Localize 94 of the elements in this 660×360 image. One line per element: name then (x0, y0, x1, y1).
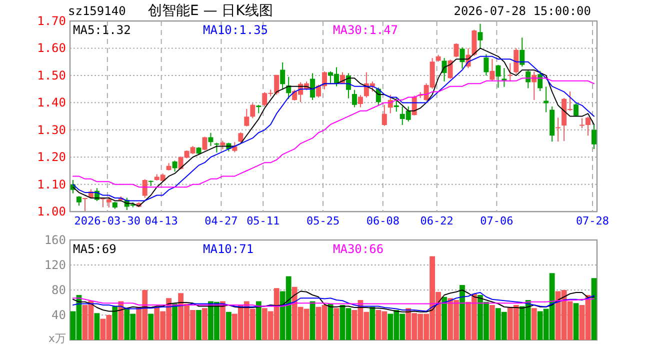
y-tick-label: 1.20 (37, 150, 66, 164)
x-tick-label: 04-13 (144, 214, 178, 228)
x-tick-label: 05-25 (306, 214, 340, 228)
bar (118, 301, 124, 340)
bar (220, 301, 226, 340)
y-tick-label: 1.70 (37, 14, 66, 28)
candlestick (382, 104, 387, 126)
candlestick (490, 58, 495, 81)
x-tick-label: 2026-03-30 (74, 214, 141, 228)
text: MA10:1.35 (203, 23, 268, 37)
y-tick-label: 1.10 (37, 177, 66, 192)
candlestick (322, 71, 328, 90)
bar (202, 308, 208, 340)
candlestick (556, 118, 561, 142)
text: sz159140 (68, 4, 126, 18)
candlestick (220, 140, 226, 150)
y-tick-label: 1.40 (37, 96, 66, 110)
candlestick (280, 62, 286, 90)
y-tick-label: 1.00 (37, 204, 66, 219)
candlestick (448, 60, 453, 79)
bar (94, 313, 100, 340)
y-tick-label: 80 (52, 283, 66, 297)
y-tick-label: 1.60 (37, 41, 66, 56)
candlestick (544, 86, 549, 112)
candlestick (202, 136, 208, 150)
candlestick (352, 90, 357, 108)
candlestick (550, 106, 555, 142)
candlestick (256, 104, 262, 114)
bar (442, 296, 447, 340)
x-tick-label: 07-06 (480, 214, 514, 228)
bar (531, 308, 537, 340)
y-tick-label: 1.30 (37, 122, 66, 137)
candlestick (316, 84, 322, 98)
bar (573, 303, 579, 340)
x-tick-label: 06-22 (420, 214, 454, 228)
bar (112, 306, 118, 340)
candlestick (310, 73, 316, 100)
candlestick (358, 95, 363, 108)
bar (226, 312, 232, 340)
candlestick (274, 74, 280, 95)
candlestick (112, 202, 118, 209)
y-tick-label: 160 (44, 233, 66, 247)
bar (172, 304, 178, 340)
x-tick-label: 07-28 (576, 214, 610, 228)
candlestick (526, 70, 531, 88)
candlestick (454, 43, 459, 58)
text: MA10:71 (203, 242, 254, 256)
candlestick (148, 180, 154, 186)
x-tick-label: 05-11 (246, 214, 280, 228)
candlestick (478, 24, 483, 49)
candlestick (436, 54, 441, 62)
bar (460, 285, 465, 340)
text: MA5:1.32 (73, 23, 131, 37)
candlestick (496, 64, 501, 88)
candlestick (238, 132, 244, 142)
bar (256, 301, 262, 340)
candlestick (208, 132, 214, 146)
candlestick (82, 198, 88, 212)
text: MA5:69 (73, 242, 116, 256)
y-tick-label: 1.50 (37, 68, 66, 82)
text: MA30:1.47 (333, 23, 398, 37)
text: MA30:66 (333, 242, 384, 256)
candlestick (172, 160, 178, 172)
line-series (72, 78, 595, 188)
bar (196, 310, 202, 340)
x-tick-label: 04-27 (204, 214, 238, 228)
candlestick (520, 38, 525, 66)
candlestick (484, 54, 489, 76)
x-tick-label: 06-08 (366, 214, 400, 228)
y-tick-label: 40 (52, 308, 66, 322)
chart-title: 创智能E — 日K线图 (148, 3, 273, 19)
line-series (72, 298, 595, 307)
bar (370, 306, 376, 340)
candlestick (76, 196, 82, 206)
y-tick-label: 120 (44, 258, 66, 272)
bar (490, 305, 495, 340)
bar (334, 308, 340, 340)
chart-subtitle: 2026-07-28 15:00:00 (454, 4, 591, 18)
bar (148, 314, 154, 340)
candlestick (166, 163, 172, 170)
bar (591, 278, 597, 340)
candlestick (196, 147, 202, 155)
candlestick (574, 103, 579, 117)
candlestick (142, 179, 148, 198)
candlestick (214, 142, 220, 153)
candlestick (502, 68, 507, 87)
y-axis-title: x万 (48, 332, 66, 345)
candlestick (514, 48, 519, 74)
candlestick (250, 103, 256, 118)
candlestick (472, 30, 477, 56)
candlestick (592, 124, 597, 149)
bar (310, 301, 316, 340)
candlestick (244, 108, 250, 126)
candlestick (460, 47, 465, 69)
